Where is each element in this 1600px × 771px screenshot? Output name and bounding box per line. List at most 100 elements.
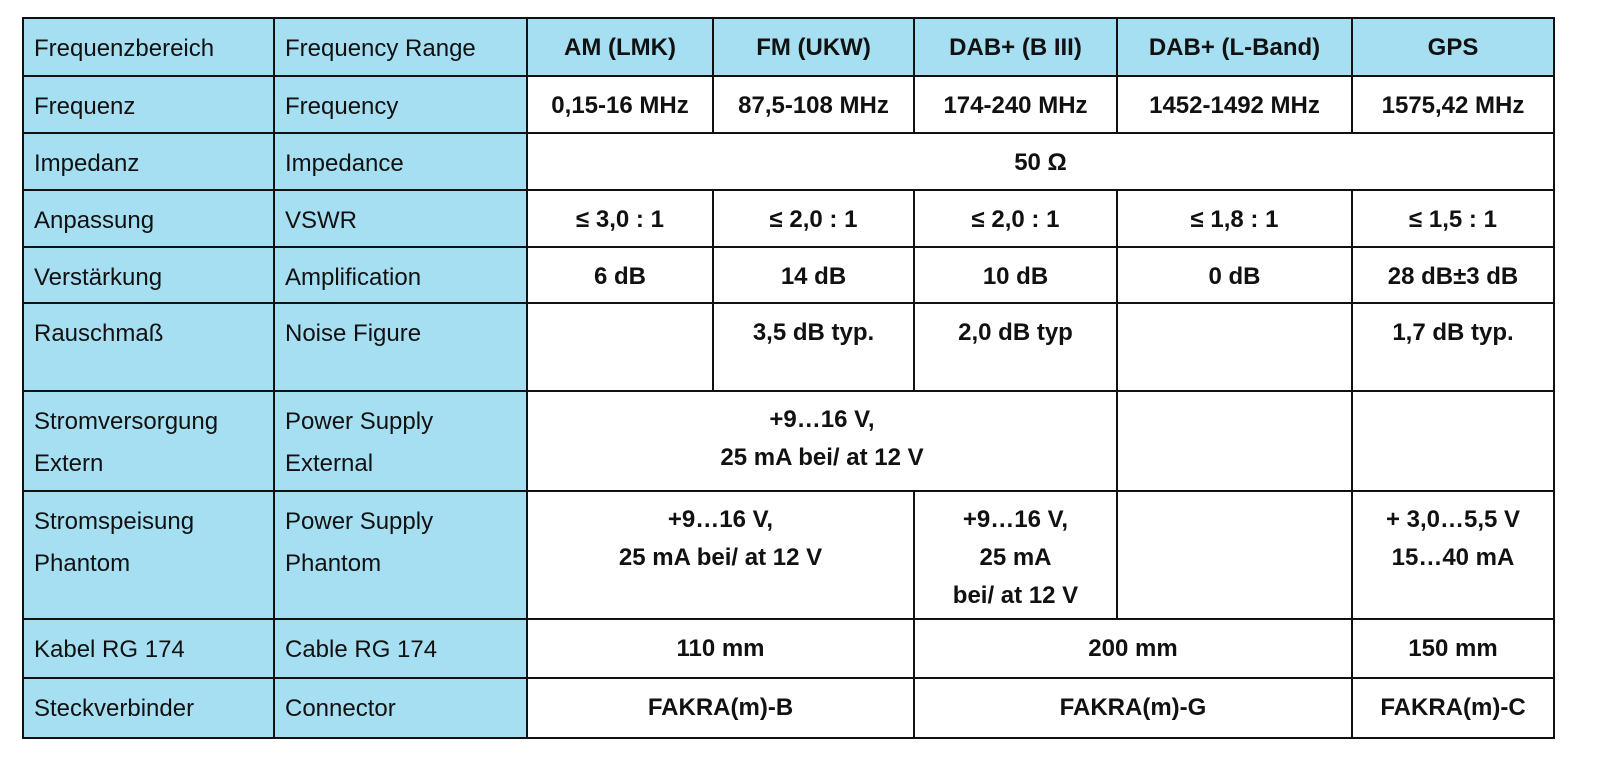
table-cell: Frequency Range: [273, 17, 528, 77]
table-cell: Steckverbinder: [22, 677, 275, 739]
cell-text: Frequenzbereich: [34, 35, 215, 62]
cell-text: AM (LMK): [564, 34, 676, 61]
cell-text: 1575,42 MHz: [1381, 92, 1525, 119]
table-cell: DAB+ (B III): [913, 17, 1118, 77]
table-cell: ≤ 2,0 : 1: [913, 189, 1118, 248]
table-cell: Frequenzbereich: [22, 17, 275, 77]
cell-text: Verstärkung: [34, 264, 163, 291]
table-cell: Rauschmaß: [22, 302, 275, 392]
table-row: Frequenz Frequency 0,15-16 MHz 87,5-108 MHz…: [22, 75, 1555, 134]
table-cell: Frequency: [273, 75, 528, 134]
cell-text: 14 dB: [780, 263, 847, 290]
table-cell: [1351, 390, 1555, 492]
table-cell: [1116, 302, 1353, 392]
table-cell: VSWR: [273, 189, 528, 248]
table-cell: 28 dB±3 dB: [1351, 246, 1555, 304]
cell-text: DAB+ (B III): [949, 34, 1082, 61]
table-cell: Impedanz: [22, 132, 275, 191]
cell-text: Connector: [285, 695, 396, 722]
table-row: Steckverbinder Connector FAKRA(m)-B FAKRA(m…: [22, 677, 1555, 739]
cell-text: Amplification: [285, 264, 422, 291]
cell-text: 50 Ω: [1014, 149, 1067, 176]
table-cell: +9…16 V, 25 mA bei/ at 12 V: [526, 490, 915, 620]
table-cell: Power Supply Phantom: [273, 490, 528, 620]
table-cell: 14 dB: [712, 246, 915, 304]
cell-text: Stromspeisung: [34, 508, 195, 535]
table-cell: +9…16 V, 25 mA bei/ at 12 V: [913, 490, 1118, 620]
table-cell: 10 dB: [913, 246, 1118, 304]
table-cell: 3,5 dB typ.: [712, 302, 915, 392]
cell-text: Power Supply: [285, 408, 434, 435]
cell-text: 200 mm: [1088, 635, 1178, 662]
table-row: Rauschmaß Noise Figure 3,5 dB typ. 2,0 dB t…: [22, 302, 1555, 392]
table-cell: [526, 302, 714, 392]
cell-text: Steckverbinder: [34, 695, 195, 722]
table-row: Anpassung VSWR ≤ 3,0 : 1 ≤ 2,0 : 1 ≤ 2,0 : 1…: [22, 189, 1555, 248]
table-cell: 1575,42 MHz: [1351, 75, 1555, 134]
cell-text: FAKRA(m)-G: [1059, 694, 1207, 721]
table-cell: FAKRA(m)-G: [913, 677, 1353, 739]
table-cell: ≤ 3,0 : 1: [526, 189, 714, 248]
cell-text: bei/ at 12 V: [952, 582, 1079, 609]
cell-text: GPS: [1427, 34, 1479, 61]
cell-text: Phantom: [285, 550, 382, 577]
cell-text: FAKRA(m)-C: [1380, 694, 1526, 721]
table-cell: 6 dB: [526, 246, 714, 304]
cell-text: 1452-1492 MHz: [1149, 92, 1320, 119]
table-row: Verstärkung Amplification 6 dB 14 dB 10 dB 0 …: [22, 246, 1555, 304]
cell-text: VSWR: [285, 207, 357, 234]
table-cell: FM (UKW): [712, 17, 915, 77]
cell-text: Stromversorgung: [34, 408, 219, 435]
cell-text: ≤ 2,0 : 1: [769, 206, 858, 233]
cell-text: Anpassung: [34, 207, 155, 234]
table-row: Frequenzbereich Frequency Range AM (LMK) FM…: [22, 17, 1555, 77]
cell-text: Frequency: [285, 93, 399, 120]
cell-text: Cable RG 174: [285, 636, 438, 663]
table-cell: Stromspeisung Phantom: [22, 490, 275, 620]
table-body: Frequenzbereich Frequency Range AM (LMK) FM…: [22, 17, 1555, 739]
cell-text: FAKRA(m)-B: [647, 694, 794, 721]
cell-text: Impedance: [285, 150, 404, 177]
cell-text: ≤ 1,5 : 1: [1409, 206, 1497, 233]
table-cell: 174-240 MHz: [913, 75, 1118, 134]
cell-text: 0,15-16 MHz: [551, 92, 689, 119]
cell-text: Power Supply: [285, 508, 434, 535]
table-cell: Amplification: [273, 246, 528, 304]
table-row: Stromspeisung Phantom Power Supply Phantom +…: [22, 490, 1555, 620]
table-cell: 1,7 dB typ.: [1351, 302, 1555, 392]
table-cell: ≤ 1,5 : 1: [1351, 189, 1555, 248]
table-cell: Verstärkung: [22, 246, 275, 304]
table-cell: 150 mm: [1351, 618, 1555, 679]
table-row: Kabel RG 174 Cable RG 174 110 mm 200 mm 150 …: [22, 618, 1555, 679]
cell-text: Rauschmaß: [34, 320, 164, 347]
cell-text: 110 mm: [676, 635, 765, 662]
cell-text: Impedanz: [34, 150, 140, 177]
cell-text: 10 dB: [982, 263, 1049, 290]
cell-text: FM (UKW): [756, 34, 871, 61]
table-cell: Connector: [273, 677, 528, 739]
table-cell: 110 mm: [526, 618, 915, 679]
cell-text: +9…16 V,: [667, 506, 774, 533]
cell-text: + 3,0…5,5 V: [1385, 506, 1521, 533]
cell-text: 1,7 dB typ.: [1392, 319, 1514, 346]
table-cell: Frequenz: [22, 75, 275, 134]
cell-text: 28 dB±3 dB: [1387, 263, 1519, 290]
table-cell: Stromversorgung Extern: [22, 390, 275, 492]
table-cell: AM (LMK): [526, 17, 714, 77]
cell-text: ≤ 2,0 : 1: [971, 206, 1060, 233]
cell-text: 174-240 MHz: [943, 92, 1088, 119]
cell-text: DAB+ (L-Band): [1148, 34, 1321, 61]
table-cell: Noise Figure: [273, 302, 528, 392]
cell-text: Phantom: [34, 550, 131, 577]
table-cell: [1116, 490, 1353, 620]
cell-text: Kabel RG 174: [34, 636, 185, 663]
cell-text: Noise Figure: [285, 320, 422, 347]
table-cell: GPS: [1351, 17, 1555, 77]
table-cell: Power Supply External: [273, 390, 528, 492]
cell-text: 6 dB: [593, 263, 646, 290]
table-cell: Kabel RG 174: [22, 618, 275, 679]
spec-table: Frequenzbereich Frequency Range AM (LMK) FM…: [22, 17, 1555, 739]
cell-text: 87,5-108 MHz: [738, 92, 889, 119]
table-cell: FAKRA(m)-B: [526, 677, 915, 739]
